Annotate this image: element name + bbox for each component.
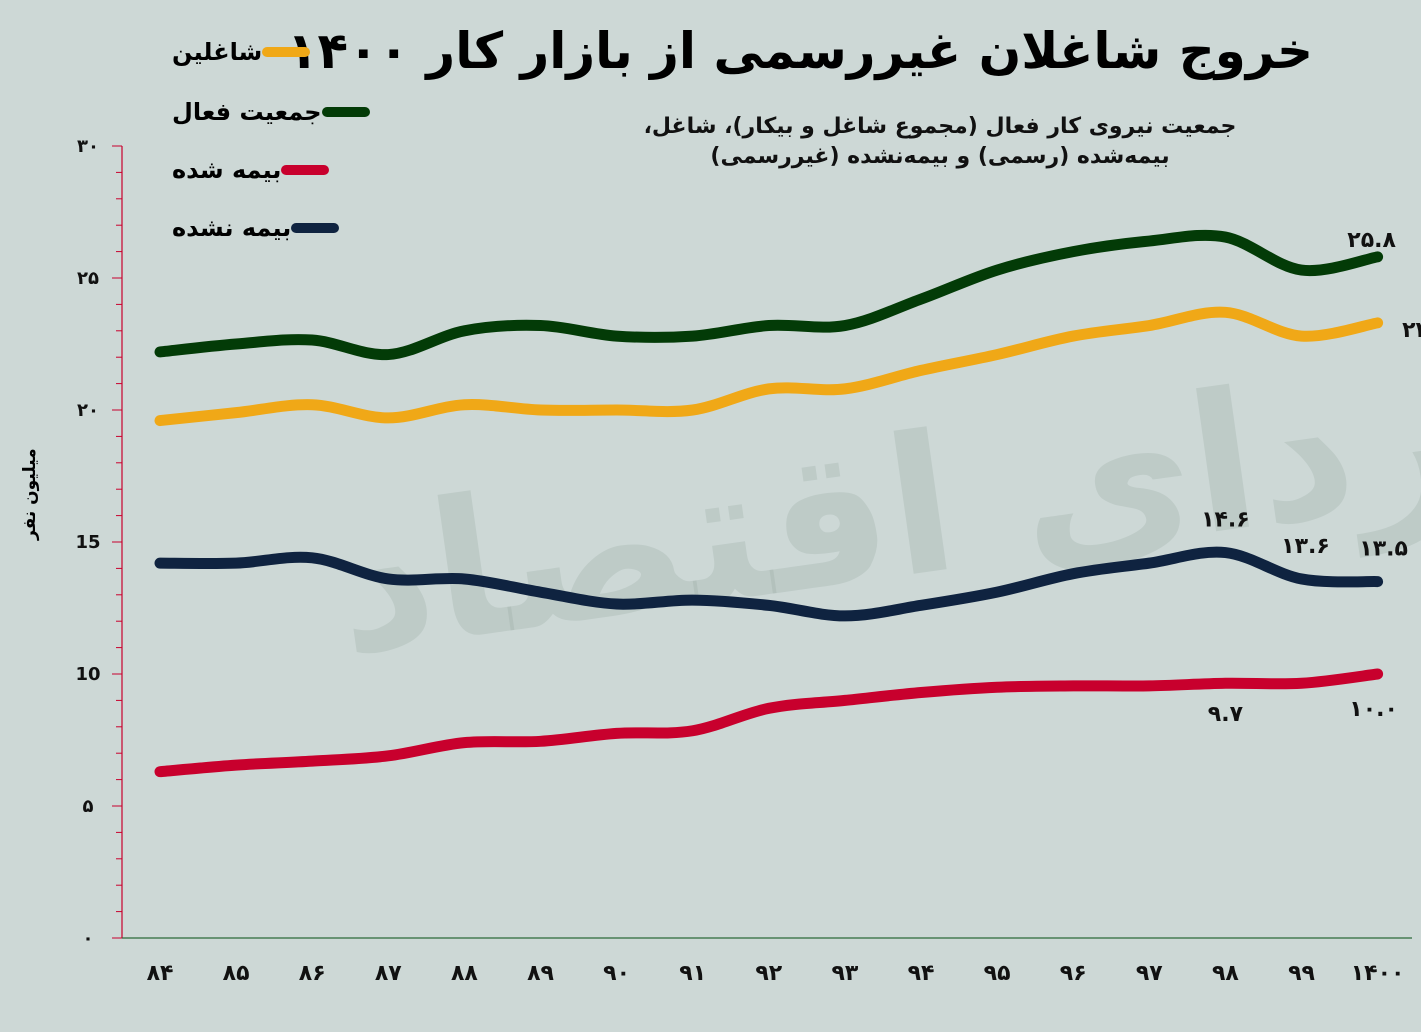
y-tick-label: 15 <box>75 532 100 553</box>
data-label: ۱۰.۰ <box>1349 697 1398 722</box>
legend-item-active: جمعیت فعال <box>170 98 370 126</box>
data-label: ۲۵.۸ <box>1347 228 1396 253</box>
x-tick-label: ۹۰ <box>603 961 630 986</box>
legend-item-uninsured: بیمه نشده <box>170 214 340 242</box>
chart-title: خروج شاغلان غیررسمی از بازار کار ۱۴۰۰ <box>286 22 1313 80</box>
subtitle-line-2: بیمه‌شده (رسمی) و بیمه‌نشده (غیررسمی) <box>710 144 1170 169</box>
x-tick-label: ۹۷ <box>1136 961 1163 986</box>
legend-label: بیمه نشده <box>172 214 292 242</box>
legend-label: جمعیت فعال <box>172 98 322 126</box>
legend-swatch <box>281 165 330 175</box>
x-tick-label: ۹۵ <box>984 961 1011 986</box>
subtitle-line-1: جمعیت نیروی کار فعال (مجموع شاغل و بیکار… <box>643 114 1237 139</box>
legend-item-insured: بیمه شده <box>170 156 330 184</box>
x-tick-label: ۸۴ <box>147 961 174 986</box>
series-line-0 <box>154 306 1384 427</box>
x-tick-label: ۹۱ <box>679 961 706 986</box>
y-tick-label: ۲۰ <box>77 400 99 421</box>
data-label: ۱۳.۶ <box>1281 534 1330 559</box>
data-label: ۲۳ <box>1402 318 1421 343</box>
legend-swatch <box>262 47 311 57</box>
legend-swatch <box>291 223 340 233</box>
series-line-2 <box>154 668 1384 778</box>
x-tick-label: ۱۴۰۰ <box>1351 961 1405 986</box>
x-tick-label: ۸۶ <box>299 961 326 986</box>
legend-item-employed: شاغلین <box>170 38 311 66</box>
series-line-3 <box>154 546 1384 622</box>
legend-label: شاغلین <box>172 38 263 66</box>
x-tick-label: ۹۹ <box>1288 961 1315 986</box>
x-tick-label: ۸۵ <box>223 961 250 986</box>
series-line-1 <box>154 229 1384 361</box>
y-tick-label: ۳۰ <box>77 136 99 157</box>
x-tick-label: ۸۹ <box>527 961 554 986</box>
x-tick-label: ۹۲ <box>755 961 782 986</box>
y-tick-label: ۰ <box>83 928 94 949</box>
y-tick-label: 10 <box>75 664 100 685</box>
x-tick-label: ۹۸ <box>1212 961 1239 986</box>
y-tick-label: ۵ <box>83 796 94 817</box>
data-label: ۱۴.۶ <box>1201 508 1250 533</box>
x-tick-label: ۸۷ <box>375 961 402 986</box>
x-tick-label: ۹۳ <box>831 961 858 986</box>
data-label: ۱۳.۵ <box>1359 537 1408 562</box>
x-tick-label: ۸۸ <box>451 961 478 986</box>
legend-swatch <box>321 107 370 117</box>
y-tick-label: ۲۵ <box>77 268 99 289</box>
chart-subtitle: جمعیت نیروی کار فعال (مجموع شاغل و بیکار… <box>560 112 1320 172</box>
data-label: ۹.۷ <box>1208 702 1244 727</box>
x-tick-label: ۹۶ <box>1060 961 1087 986</box>
x-tick-label: ۹۴ <box>908 961 935 986</box>
legend-label: بیمه شده <box>172 156 282 184</box>
